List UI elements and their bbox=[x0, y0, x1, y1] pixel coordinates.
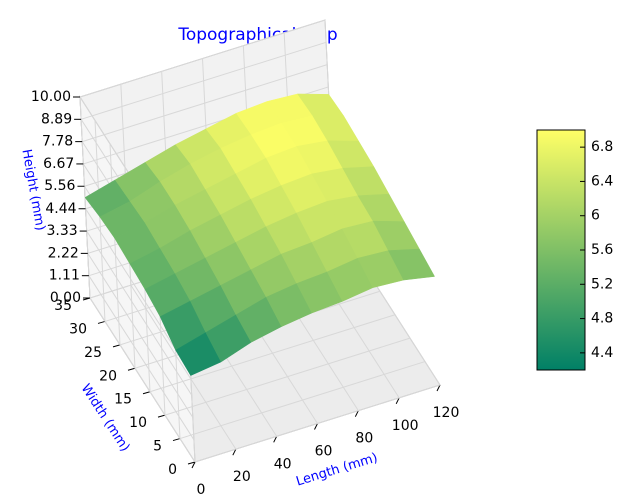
z-tick-label: 0.00 bbox=[50, 290, 81, 306]
colorbar: 4.4 4.8 5.2 5.6 6 6.4 6.8 bbox=[536, 129, 613, 371]
z-grid-line bbox=[89, 297, 196, 463]
z-tick-label: 7.78 bbox=[42, 134, 73, 150]
y-grid-line bbox=[179, 361, 426, 440]
z-tick-label: 3.33 bbox=[46, 223, 77, 239]
colorbar-tick-label: 4.8 bbox=[591, 311, 613, 327]
x-tick bbox=[232, 448, 237, 456]
colorbar-tick-label: 6 bbox=[591, 208, 600, 224]
colorbar-tick-label: 5.6 bbox=[591, 242, 613, 258]
x-tick bbox=[273, 436, 278, 443]
x-tick bbox=[191, 461, 196, 469]
y-tick-label: 25 bbox=[84, 345, 102, 361]
z-tick-label: 10.00 bbox=[31, 89, 71, 105]
y-tick-label: 15 bbox=[114, 392, 132, 408]
colorbar-tick-label: 6.8 bbox=[591, 139, 613, 155]
y-tick bbox=[112, 344, 121, 348]
y-tick bbox=[142, 391, 151, 395]
x-tick-label: 0 bbox=[197, 482, 206, 498]
z-grid-line bbox=[87, 253, 194, 418]
x-tick-label: 120 bbox=[433, 405, 460, 421]
x-tick bbox=[354, 410, 359, 417]
y-grid-line bbox=[94, 120, 106, 322]
y-tick-label: 0 bbox=[168, 462, 177, 478]
z-tick-label: 1.11 bbox=[49, 268, 80, 284]
z-tick-label: 2.22 bbox=[48, 245, 79, 261]
x-tick bbox=[395, 397, 400, 405]
z-grid-line bbox=[88, 275, 195, 440]
y-tick-label: 5 bbox=[153, 439, 162, 455]
y-grid-line bbox=[164, 337, 411, 416]
y-tick bbox=[157, 414, 166, 418]
colorbar-body bbox=[536, 129, 586, 371]
y-tick bbox=[187, 461, 196, 465]
y-tick bbox=[172, 438, 181, 442]
y-tick-label: 10 bbox=[129, 415, 147, 431]
x-tick-label: 20 bbox=[233, 469, 251, 485]
x-tick-label: 40 bbox=[274, 456, 292, 472]
z-grid-line bbox=[86, 230, 193, 396]
z-grid-line bbox=[80, 41, 327, 120]
y-tick-label: 20 bbox=[99, 368, 117, 384]
y-tick bbox=[127, 367, 136, 371]
surface bbox=[84, 93, 435, 376]
z-tick-label: 4.44 bbox=[45, 201, 76, 217]
y-grid-line bbox=[194, 384, 441, 463]
colorbar-tick-label: 4.4 bbox=[591, 345, 613, 361]
y-grid-line bbox=[149, 314, 396, 393]
z-tick-label: 8.89 bbox=[41, 111, 72, 127]
x-axis-label: Length (mm) bbox=[294, 450, 379, 489]
x-tick bbox=[314, 423, 318, 430]
y-tick-label: 30 bbox=[69, 321, 87, 337]
y-tick-label: 35 bbox=[54, 298, 72, 314]
z-grid-line bbox=[82, 64, 328, 143]
surface-cell bbox=[387, 248, 435, 281]
x-tick-label: 80 bbox=[355, 431, 373, 447]
z-tick-label: 6.67 bbox=[43, 156, 74, 172]
z-tick-label: 5.56 bbox=[44, 178, 75, 194]
colorbar-tick-label: 6.4 bbox=[591, 173, 613, 189]
x-tick-label: 100 bbox=[392, 418, 419, 434]
z-grid-line bbox=[85, 208, 191, 374]
x-tick bbox=[436, 384, 441, 392]
x-tick-label: 60 bbox=[315, 444, 333, 460]
colorbar-tick-label: 5.2 bbox=[591, 276, 613, 292]
z-grid-line bbox=[79, 19, 326, 98]
x-grid-line bbox=[130, 284, 237, 450]
y-tick bbox=[97, 320, 106, 324]
